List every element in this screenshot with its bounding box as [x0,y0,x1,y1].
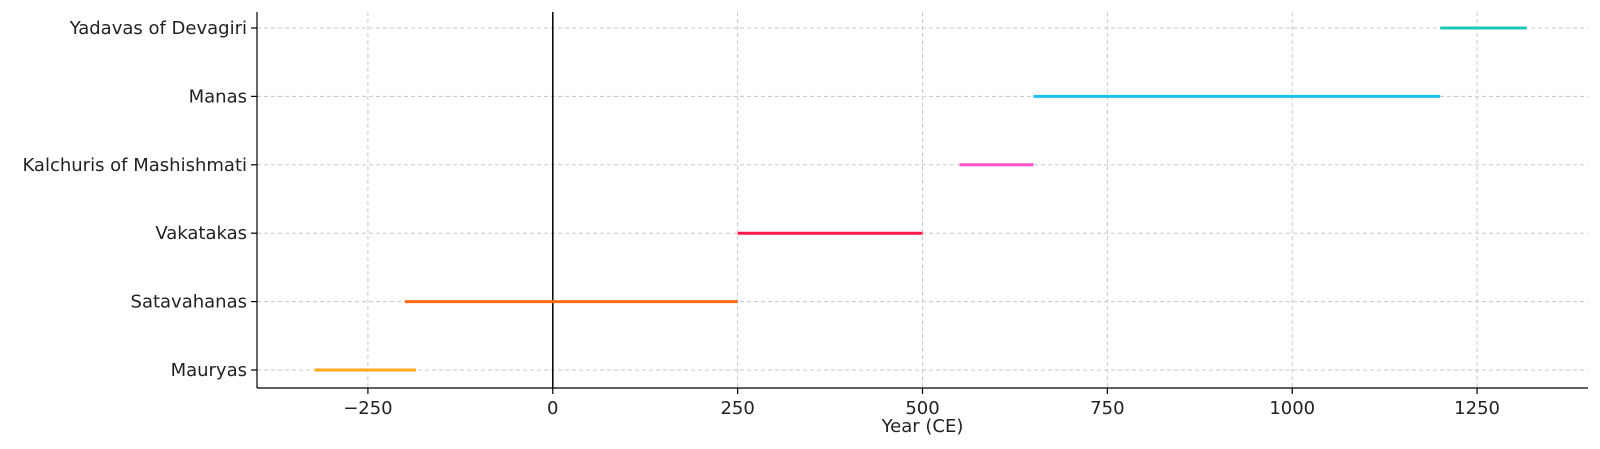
x-tick-label: 750 [1090,398,1124,419]
y-tick-label: Kalchuris of Mashishmati [22,155,247,176]
x-axis-label: Year (CE) [881,416,964,437]
axes-layer [251,12,1588,394]
x-tick-label: 0 [547,398,558,419]
y-tick-label: Yadavas of Devagiri [69,18,247,39]
grid-layer [257,12,1588,388]
x-tick-label: 1000 [1269,398,1315,419]
x-tick-label: 500 [905,398,939,419]
labels-layer: −250 0 250 500 750 1000 1250 Mauryas Satavahanas… [22,18,1500,419]
x-tick-label: 1250 [1454,398,1500,419]
x-tick-label: −250 [343,398,392,419]
y-tick-label: Mauryas [171,360,247,381]
y-tick-label: Satavahanas [131,292,247,313]
spans-layer [314,26,1527,372]
x-tick-label: 250 [720,398,754,419]
y-tick-label: Vakatakas [155,223,247,244]
y-tick-label: Manas [189,86,247,107]
